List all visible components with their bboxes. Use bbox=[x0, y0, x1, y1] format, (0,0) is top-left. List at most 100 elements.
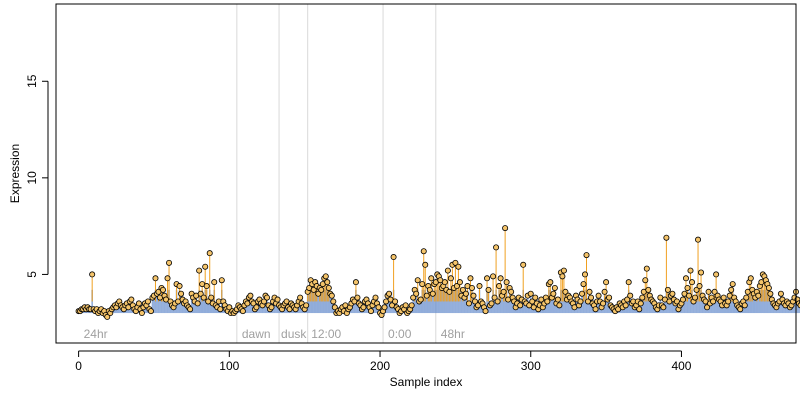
data-point bbox=[104, 313, 111, 320]
data-point bbox=[767, 290, 774, 297]
data-point bbox=[274, 296, 281, 303]
data-point bbox=[595, 292, 602, 299]
data-point bbox=[428, 275, 435, 282]
data-point bbox=[493, 244, 500, 251]
data-point bbox=[328, 292, 335, 299]
data-point bbox=[297, 294, 304, 301]
data-point bbox=[777, 290, 784, 297]
data-point bbox=[517, 302, 524, 309]
data-point bbox=[624, 296, 631, 303]
data-point bbox=[455, 263, 462, 270]
data-point bbox=[360, 304, 367, 311]
x-tick-label: 100 bbox=[219, 359, 239, 373]
data-point bbox=[550, 290, 557, 297]
data-point bbox=[527, 290, 534, 297]
data-point bbox=[476, 283, 483, 290]
data-point bbox=[441, 279, 448, 286]
data-point bbox=[176, 283, 183, 290]
data-point bbox=[166, 259, 173, 266]
region-divider-lines bbox=[236, 4, 437, 343]
data-point bbox=[586, 288, 593, 295]
x-axis: 0 100 200 300 400 bbox=[75, 350, 692, 373]
data-point bbox=[577, 298, 584, 305]
data-point bbox=[444, 267, 451, 274]
data-point bbox=[390, 254, 397, 261]
data-point bbox=[423, 292, 430, 299]
data-point bbox=[422, 261, 429, 268]
data-point bbox=[135, 300, 142, 307]
data-point bbox=[239, 308, 246, 315]
data-point bbox=[147, 308, 154, 315]
data-point bbox=[187, 306, 194, 313]
data-point bbox=[138, 310, 145, 317]
data-point bbox=[381, 304, 388, 311]
data-point bbox=[692, 294, 699, 301]
data-point bbox=[402, 302, 409, 309]
data-point bbox=[331, 304, 338, 311]
data-point bbox=[89, 271, 96, 278]
data-point bbox=[206, 250, 213, 257]
data-point bbox=[160, 286, 167, 293]
data-point bbox=[603, 279, 610, 286]
data-point bbox=[419, 281, 426, 288]
data-point bbox=[728, 286, 735, 293]
data-point bbox=[696, 283, 703, 290]
data-point bbox=[303, 302, 310, 309]
region-label: 0:00 bbox=[388, 327, 412, 341]
data-point bbox=[491, 294, 498, 301]
data-point bbox=[226, 304, 233, 311]
data-point bbox=[446, 288, 453, 295]
data-point bbox=[704, 304, 711, 311]
plot-frame bbox=[55, 3, 797, 344]
data-point bbox=[352, 279, 359, 286]
data-point bbox=[689, 279, 696, 286]
data-point bbox=[636, 306, 643, 313]
data-point bbox=[747, 275, 754, 282]
data-point bbox=[386, 290, 393, 297]
data-point bbox=[729, 281, 736, 288]
data-point bbox=[410, 294, 417, 301]
data-point bbox=[200, 294, 207, 301]
data-point bbox=[713, 271, 720, 278]
data-point bbox=[625, 279, 632, 286]
data-point bbox=[643, 265, 650, 272]
data-point bbox=[268, 304, 275, 311]
data-point bbox=[583, 252, 590, 259]
data-point bbox=[544, 298, 551, 305]
data-point bbox=[354, 294, 361, 301]
data-point bbox=[682, 275, 689, 282]
data-point bbox=[420, 248, 427, 255]
data-point bbox=[496, 283, 503, 290]
data-point bbox=[318, 286, 325, 293]
data-points bbox=[75, 225, 800, 320]
data-point bbox=[645, 286, 652, 293]
data-point bbox=[413, 290, 420, 297]
data-point bbox=[414, 277, 421, 284]
data-point bbox=[627, 292, 634, 299]
data-point bbox=[367, 308, 374, 315]
data-point bbox=[217, 306, 224, 313]
data-point bbox=[637, 300, 644, 307]
data-point bbox=[588, 294, 595, 301]
data-point bbox=[465, 300, 472, 307]
data-point bbox=[580, 281, 587, 288]
data-point bbox=[482, 308, 489, 315]
data-point bbox=[408, 302, 415, 309]
data-point bbox=[737, 306, 744, 313]
data-point bbox=[488, 300, 495, 307]
data-point bbox=[711, 288, 718, 295]
data-point bbox=[755, 292, 762, 299]
data-point bbox=[765, 284, 772, 291]
data-point bbox=[218, 277, 225, 284]
data-point bbox=[208, 294, 215, 301]
data-point bbox=[144, 298, 151, 305]
data-point bbox=[743, 294, 750, 301]
data-point bbox=[253, 304, 260, 311]
data-point bbox=[468, 284, 475, 291]
data-point bbox=[330, 298, 337, 305]
y-tick-label: 15 bbox=[25, 74, 39, 88]
data-point bbox=[660, 304, 667, 311]
region-label: 12:00 bbox=[311, 327, 341, 341]
data-point bbox=[392, 298, 399, 305]
